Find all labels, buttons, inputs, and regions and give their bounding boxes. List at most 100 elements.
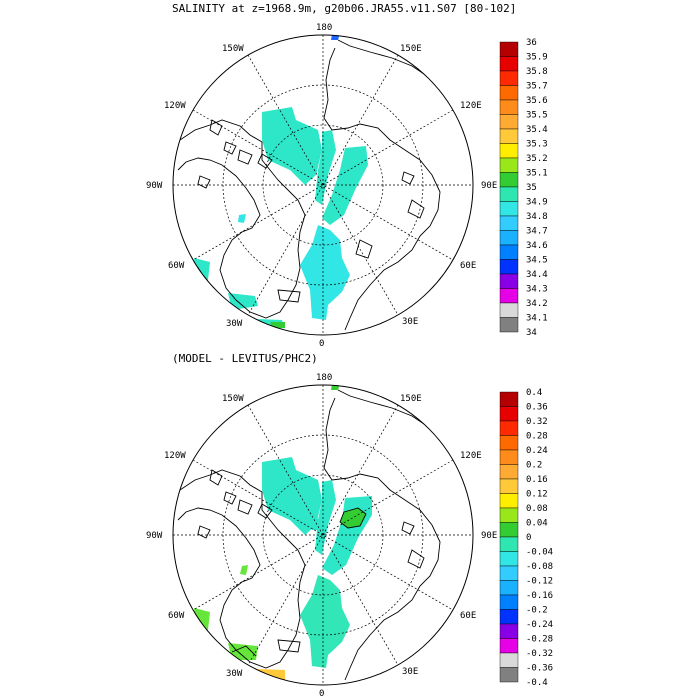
- colorbar-label: 0.12: [526, 490, 548, 500]
- colorbar-label: 35.5: [526, 111, 548, 121]
- colorbar-label: 35.7: [526, 82, 548, 92]
- lon-label: 120W: [164, 101, 186, 111]
- colorbar-label: 36: [526, 38, 537, 48]
- top-panel-title: SALINITY at z=1968.9m, g20b06.JRA55.v11.…: [172, 2, 516, 15]
- top-graticule: [173, 35, 473, 335]
- bottom-polar-map: 180 150E 120E 90E 60E 30E 0 30W 60W 90W …: [146, 373, 497, 699]
- colorbar-label: 35.8: [526, 67, 548, 77]
- top-polar-map: 180 150E 120E 90E 60E 30E 0 30W 60W 90W …: [146, 23, 497, 349]
- colorbar-swatch: [499, 85, 519, 101]
- colorbar-label: 34.2: [526, 299, 548, 309]
- colorbar-swatch: [499, 638, 519, 654]
- top-salinity-field: [194, 35, 368, 330]
- colorbar-swatch: [499, 273, 519, 289]
- colorbar-label: -0.24: [526, 620, 553, 630]
- bottom-panel-title: (MODEL - LEVITUS/PHC2): [172, 352, 318, 365]
- colorbar-swatch: [499, 667, 519, 683]
- colorbar-swatch: [499, 623, 519, 639]
- colorbar-swatch: [499, 56, 519, 72]
- colorbar-swatch: [499, 551, 519, 567]
- lon-label: 90W: [146, 531, 163, 541]
- colorbar-label: 0: [526, 533, 531, 543]
- colorbar-label: 34.7: [526, 227, 548, 237]
- lon-label: 60E: [460, 261, 476, 271]
- colorbar-swatch: [499, 70, 519, 86]
- bottom-longitude-labels: 180 150E 120E 90E 60E 30E 0 30W 60W 90W …: [146, 373, 497, 699]
- colorbar-label: 34.1: [526, 314, 548, 324]
- colorbar-swatch: [499, 244, 519, 260]
- colorbar-label: 35.3: [526, 140, 548, 150]
- colorbar-swatch: [499, 449, 519, 465]
- colorbar-label: -0.12: [526, 577, 553, 587]
- colorbar-label: -0.32: [526, 649, 553, 659]
- colorbar-label: 34.4: [526, 270, 548, 280]
- colorbar-label: 0.04: [526, 519, 548, 529]
- colorbar-swatch: [499, 464, 519, 480]
- colorbar-label: -0.36: [526, 664, 553, 674]
- colorbar-label: 35.6: [526, 96, 548, 106]
- colorbar-label: 0.4: [526, 388, 542, 398]
- colorbar-swatch: [499, 478, 519, 494]
- colorbar-swatch: [499, 565, 519, 581]
- colorbar-swatch: [499, 507, 519, 523]
- lon-label: 60E: [460, 611, 476, 621]
- colorbar-swatch: [499, 172, 519, 188]
- colorbar-swatch: [499, 536, 519, 552]
- top-map-boundary: [172, 34, 474, 336]
- colorbar-label: 34.9: [526, 198, 548, 208]
- lon-label: 150E: [400, 44, 422, 54]
- colorbar-label: -0.04: [526, 548, 553, 558]
- colorbar-swatch: [499, 41, 519, 57]
- colorbar-label: 0.36: [526, 403, 548, 413]
- top-colorbar: 36 35.9 35.8 35.7 35.6 35.5 35.4 35.3 35.2 35.1 35…: [499, 38, 548, 338]
- colorbar-label: 34: [526, 328, 537, 338]
- colorbar-swatch: [499, 201, 519, 217]
- colorbar-label: 35.1: [526, 169, 548, 179]
- colorbar-label: -0.2: [526, 606, 548, 616]
- lon-label: 120W: [164, 451, 186, 461]
- colorbar-label: 35.4: [526, 125, 548, 135]
- colorbar-label: 0.16: [526, 475, 548, 485]
- colorbar-swatch: [499, 215, 519, 231]
- colorbar-label: 35.2: [526, 154, 548, 164]
- lon-label: 150W: [222, 394, 244, 404]
- lon-label: 60W: [168, 611, 185, 621]
- colorbar-label: -0.16: [526, 591, 553, 601]
- colorbar-swatch: [499, 580, 519, 596]
- colorbar-swatch: [499, 230, 519, 246]
- colorbar-label: 34.5: [526, 256, 548, 266]
- colorbar-label: 34.3: [526, 285, 548, 295]
- colorbar-label: -0.28: [526, 635, 553, 645]
- lon-label: 90E: [481, 181, 497, 191]
- lon-label: 30E: [402, 317, 418, 327]
- bottom-colorbar: 0.4 0.36 0.32 0.28 0.24 0.2 0.16 0.12 0.08 0.04 0 -…: [499, 388, 553, 688]
- colorbar-label: 34.8: [526, 212, 548, 222]
- colorbar-label: -0.08: [526, 562, 553, 572]
- lon-label: 120E: [460, 451, 482, 461]
- lon-label: 30W: [226, 669, 243, 679]
- colorbar-swatch: [499, 157, 519, 173]
- colorbar-label: 35: [526, 183, 537, 193]
- bottom-coastlines: [177, 389, 453, 681]
- lon-label: 0: [319, 689, 324, 699]
- colorbar-swatch: [499, 99, 519, 115]
- colorbar-swatch: [499, 114, 519, 130]
- colorbar-swatch: [499, 652, 519, 668]
- lon-label: 90W: [146, 181, 163, 191]
- colorbar-swatch: [499, 420, 519, 436]
- colorbar-swatch: [499, 435, 519, 451]
- colorbar-swatch: [499, 143, 519, 159]
- lon-label: 120E: [460, 101, 482, 111]
- lon-label: 60W: [168, 261, 185, 271]
- colorbar-label: 0.08: [526, 504, 548, 514]
- lon-label: 150W: [222, 44, 244, 54]
- top-longitude-labels: 180 150E 120E 90E 60E 30E 0 30W 60W 90W …: [146, 23, 497, 349]
- colorbar-swatch: [499, 288, 519, 304]
- colorbar-swatch: [499, 522, 519, 538]
- colorbar-swatch: [499, 302, 519, 318]
- lon-label: 30E: [402, 667, 418, 677]
- bottom-difference-field: [194, 385, 372, 680]
- colorbar-swatch: [499, 391, 519, 407]
- lon-label: 180: [316, 23, 332, 33]
